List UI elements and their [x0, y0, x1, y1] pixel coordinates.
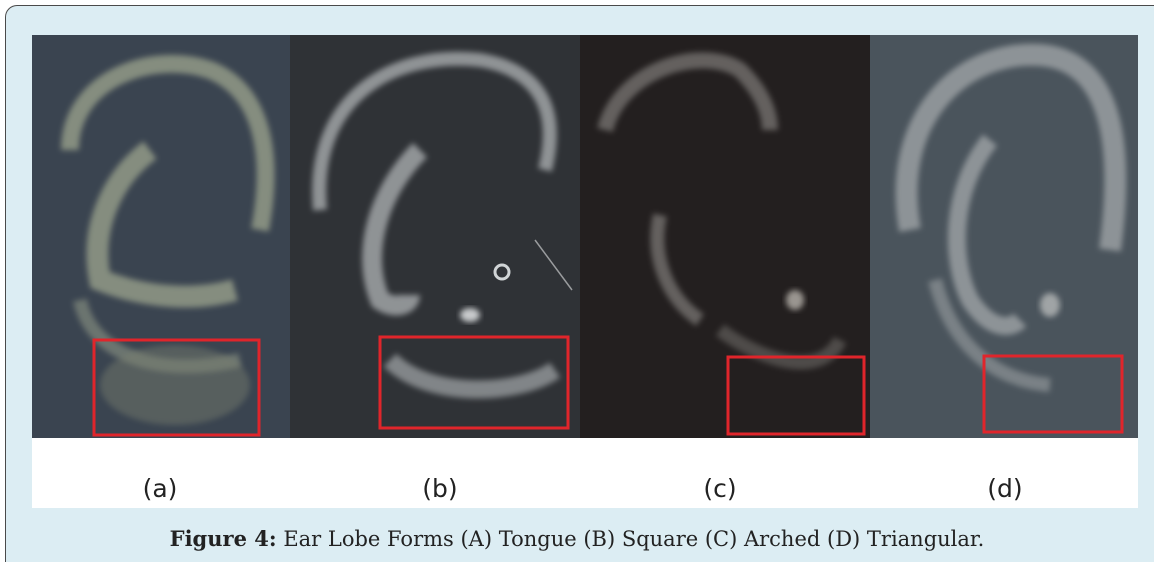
figure-image: (a) (b) (c) (d) — [0, 0, 1154, 562]
panel-label: (b) — [422, 474, 457, 503]
panel-a-photo — [32, 35, 290, 438]
panel-c-photo — [580, 35, 870, 438]
page: (a) (b) (c) (d) Figure 4: Ear Lobe Forms… — [0, 0, 1154, 562]
caption-text: Ear Lobe Forms (A) Tongue (B) Square (C)… — [283, 527, 984, 551]
caption-label: Figure 4: — [170, 526, 277, 551]
panel-b-photo — [290, 35, 580, 438]
panel-label: (c) — [703, 474, 736, 503]
figure-caption: Figure 4: Ear Lobe Forms (A) Tongue (B) … — [0, 526, 1154, 551]
panel-d-photo — [870, 35, 1138, 438]
panel-label: (a) — [143, 474, 178, 503]
panel-label: (d) — [987, 474, 1022, 503]
